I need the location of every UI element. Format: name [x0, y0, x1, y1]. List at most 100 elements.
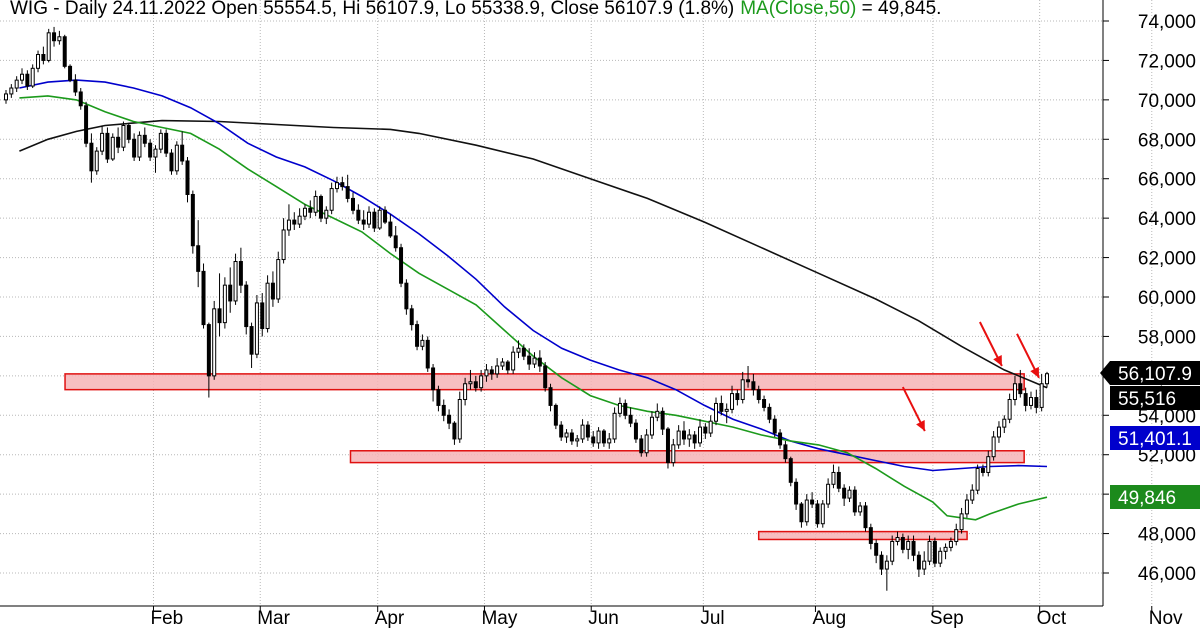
- candle: [169, 149, 174, 175]
- candle: [543, 362, 548, 392]
- candle: [778, 429, 783, 449]
- arrow-1: [978, 321, 1003, 367]
- candle: [228, 267, 233, 313]
- candle-body: [655, 410, 660, 418]
- candle-body: [132, 138, 137, 158]
- candle: [484, 364, 489, 382]
- candle: [457, 391, 462, 443]
- candle-body: [868, 527, 873, 544]
- candle: [954, 523, 959, 546]
- candle: [916, 551, 921, 577]
- candlesticks: [4, 26, 1049, 591]
- candle-body: [351, 197, 355, 211]
- candle: [4, 90, 8, 104]
- x-tick-label-nov: Nov: [1149, 608, 1183, 629]
- price-label-text: 55,516: [1118, 389, 1176, 410]
- candle-body: [858, 505, 863, 513]
- candle: [94, 147, 99, 175]
- candle: [938, 547, 943, 568]
- candle-body: [756, 389, 761, 401]
- candle: [794, 478, 799, 510]
- candle: [468, 369, 473, 390]
- candle-body: [334, 182, 339, 190]
- candle-body: [730, 393, 735, 410]
- candle-body: [863, 505, 868, 529]
- candle-body: [617, 402, 622, 414]
- candle: [596, 427, 601, 449]
- candle-body: [270, 282, 275, 300]
- candle: [932, 537, 937, 568]
- candle-body: [169, 152, 174, 172]
- candle: [890, 535, 895, 566]
- candle: [388, 214, 393, 238]
- candle-body: [906, 540, 911, 550]
- candle: [548, 383, 553, 412]
- candle-body: [612, 412, 617, 440]
- candle-body: [815, 503, 820, 525]
- candle: [286, 204, 291, 236]
- candle-body: [68, 65, 73, 81]
- candle-body: [372, 211, 377, 229]
- candle-body: [516, 347, 521, 353]
- candle-body: [687, 434, 692, 440]
- candle-body: [457, 399, 462, 440]
- candle: [1028, 391, 1033, 410]
- candle-body: [681, 430, 686, 440]
- candle-body: [660, 410, 665, 430]
- candle-body: [110, 136, 115, 160]
- candle-body: [676, 430, 681, 446]
- candle: [868, 523, 873, 550]
- candle-body: [553, 404, 558, 426]
- candle-body: [532, 357, 537, 365]
- candle: [254, 295, 259, 359]
- candle-body: [452, 422, 457, 440]
- header-ma-name: MA(Close,50): [740, 0, 856, 19]
- x-tick-label-jul: Jul: [700, 608, 724, 629]
- candle-body: [52, 32, 57, 42]
- candle: [73, 74, 78, 96]
- candle-body: [916, 554, 921, 570]
- candle: [62, 34, 67, 69]
- candle-body: [174, 144, 179, 172]
- candle: [222, 277, 227, 329]
- candle: [345, 174, 350, 203]
- candle: [41, 46, 46, 65]
- candle-body: [46, 32, 51, 61]
- candle: [724, 403, 729, 424]
- candle: [633, 419, 638, 443]
- candle: [874, 539, 879, 564]
- candle: [553, 403, 558, 430]
- candle: [57, 30, 62, 45]
- candle-body: [78, 91, 83, 107]
- candle-body: [585, 424, 590, 438]
- candle-body: [1018, 383, 1023, 395]
- candle-body: [190, 193, 195, 247]
- candle-body: [441, 404, 446, 416]
- arrow-2: [901, 386, 926, 432]
- candle-body: [596, 430, 601, 444]
- candle: [746, 366, 751, 388]
- candle: [447, 409, 452, 430]
- y-tick-label: 62,000: [1138, 249, 1196, 270]
- candle: [996, 421, 1001, 443]
- candle-body: [500, 361, 505, 367]
- candle-body: [564, 432, 569, 438]
- arrow-head: [993, 355, 1002, 366]
- candle-body: [340, 182, 345, 188]
- candle-body: [714, 402, 719, 422]
- candle-body: [740, 379, 745, 401]
- candle: [14, 76, 19, 92]
- price-label-bg: [1100, 361, 1200, 385]
- candle: [308, 200, 313, 219]
- ma-line-2: [19, 79, 1048, 472]
- candle: [687, 429, 692, 447]
- candle: [927, 535, 932, 566]
- candle: [383, 206, 388, 225]
- candle-body: [794, 481, 799, 505]
- candle-body: [927, 540, 932, 562]
- candle-body: [62, 36, 67, 67]
- candle: [409, 304, 414, 331]
- candle: [569, 429, 574, 445]
- candle: [591, 431, 596, 447]
- candle: [1039, 373, 1044, 412]
